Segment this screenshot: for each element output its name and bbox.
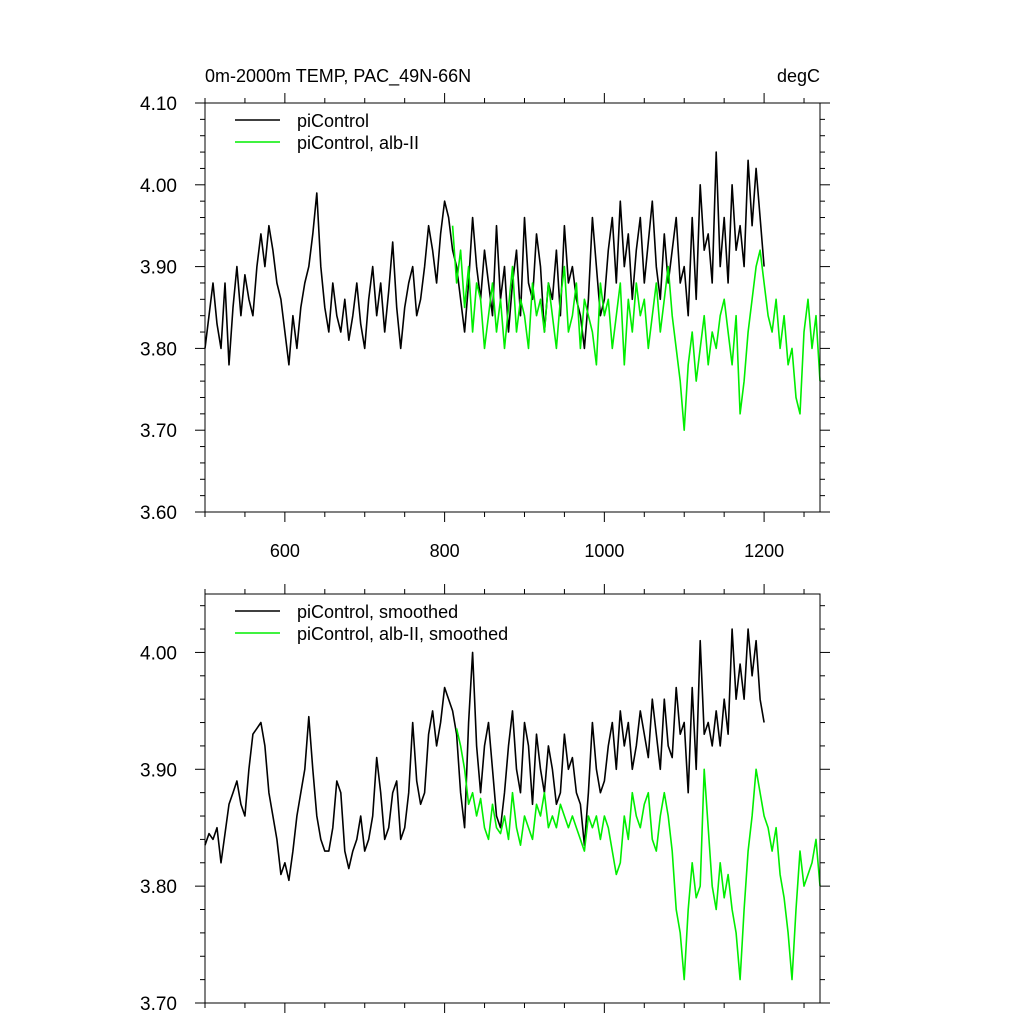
bottom-panel: 3.70 3.80 3.90 4.00 piControl, smoothedpiCon… [140, 584, 830, 1015]
y-tick-label: 3.70 [140, 421, 177, 442]
y-tick-label: 4.00 [140, 176, 177, 197]
x-tick-label: 1200 [744, 541, 784, 561]
x-tick-label: 1000 [584, 541, 624, 561]
y-tick-label: 3.70 [140, 994, 177, 1015]
plot-frame [204, 102, 821, 513]
y-tick-label: 3.90 [140, 258, 177, 279]
series-line-1 [204, 628, 765, 882]
series-line-2 [451, 225, 821, 432]
plot-frame [204, 593, 821, 1004]
y-tick-label: 3.60 [140, 503, 177, 524]
y-tick-label: 4.10 [140, 94, 177, 115]
x-tick-label: 800 [430, 541, 460, 561]
y-tick-label: 4.00 [140, 643, 177, 664]
y-tick-label: 3.80 [140, 877, 177, 898]
legend-label: piControl, alb-II, smoothed [297, 624, 508, 644]
series-line-2 [455, 728, 821, 981]
legend-label: piControl, alb-II [297, 133, 419, 153]
y-tick-label: 3.90 [140, 760, 177, 781]
chart-title: 0m-2000m TEMP, PAC_49N-66N [205, 66, 471, 87]
y-tick-label: 3.80 [140, 339, 177, 360]
legend-label: piControl [297, 111, 369, 131]
legend-label: piControl, smoothed [297, 602, 458, 622]
top-panel: 600 800 1000 1200 3.60 3.70 3.80 3.90 4.00 4.10 pi… [140, 93, 830, 561]
units-label: degC [777, 66, 820, 86]
series-line-1 [204, 151, 765, 366]
x-tick-label: 600 [270, 541, 300, 561]
